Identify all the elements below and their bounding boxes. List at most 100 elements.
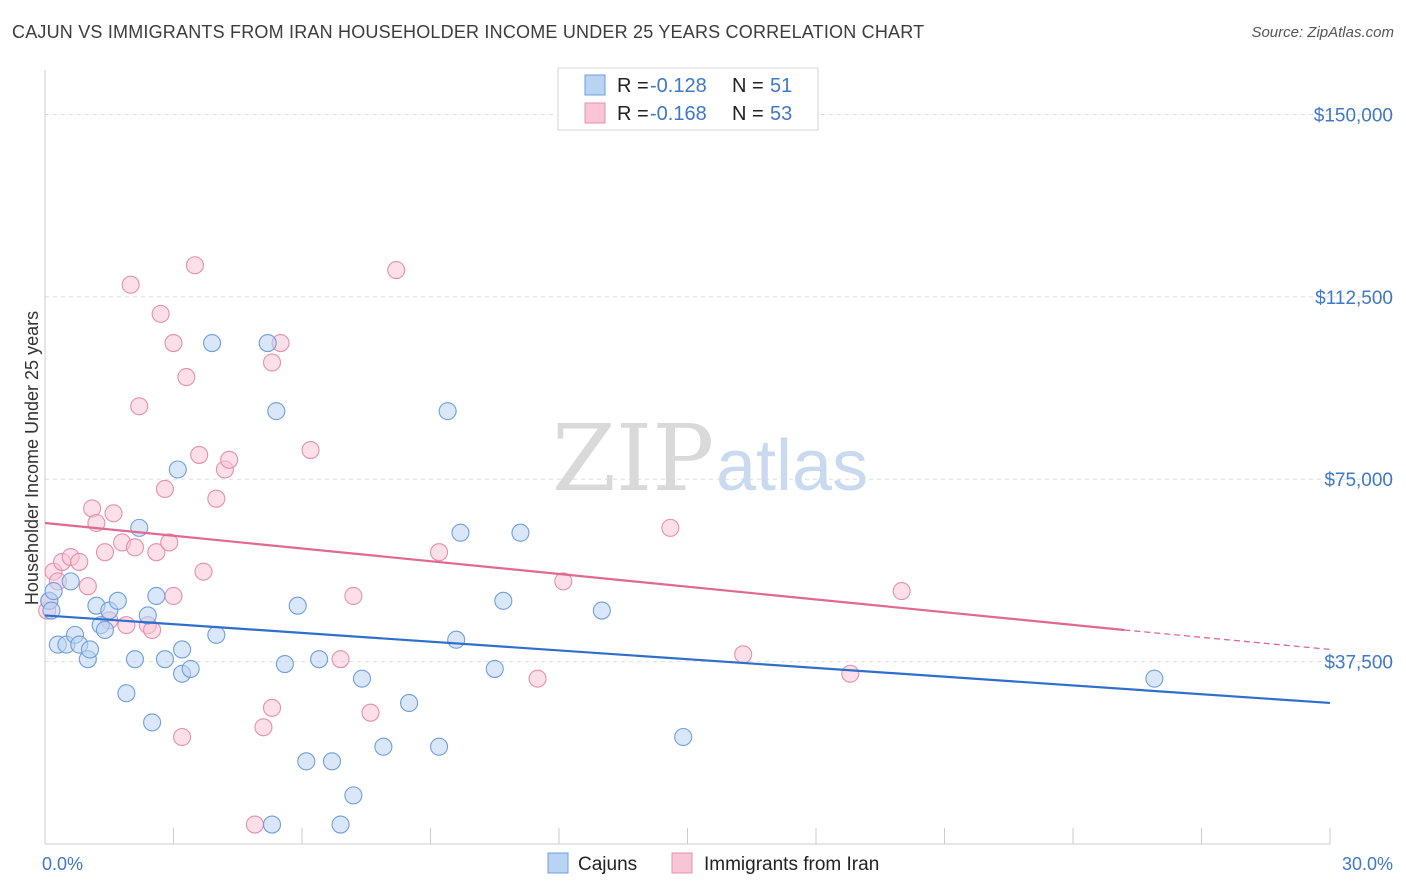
point-iran-24 bbox=[164, 334, 183, 353]
point-cajuns-19 bbox=[143, 713, 162, 732]
point-iran-46 bbox=[554, 572, 573, 591]
trend-line-cajuns bbox=[44, 614, 1331, 705]
point-iran-21 bbox=[151, 304, 170, 323]
point-cajuns-30 bbox=[267, 402, 286, 421]
x-tick-labels: 0.0% 30.0% bbox=[42, 854, 1393, 874]
point-cajuns-12 bbox=[95, 620, 115, 640]
legend-r-value-iran: -0.168 bbox=[650, 103, 707, 125]
y-tick-label-0: $37,500 bbox=[1324, 653, 1393, 674]
point-cajuns-34 bbox=[310, 650, 329, 669]
point-cajuns-36 bbox=[331, 815, 350, 834]
y-tick-label-1: $75,000 bbox=[1324, 470, 1393, 491]
point-iran-47 bbox=[661, 518, 680, 537]
point-cajuns-38 bbox=[352, 669, 372, 688]
point-cajuns-26 bbox=[203, 334, 222, 353]
trend-line-iran bbox=[44, 521, 1125, 632]
point-iran-31 bbox=[207, 489, 226, 508]
bottom-legend-label-cajuns: Cajuns bbox=[578, 854, 637, 875]
point-iran-30 bbox=[194, 562, 213, 581]
point-iran-12 bbox=[104, 504, 123, 523]
point-iran-20 bbox=[147, 543, 166, 562]
point-iran-16 bbox=[125, 538, 144, 557]
series-cajuns-points bbox=[40, 334, 1164, 834]
point-cajuns-42 bbox=[438, 402, 457, 421]
legend-swatch-iran bbox=[584, 102, 606, 124]
x-tick-label-1: 30.0% bbox=[1342, 854, 1393, 874]
y-axis-label: Householder Income Under 25 years bbox=[22, 311, 42, 605]
point-cajuns-20 bbox=[147, 586, 166, 606]
point-cajuns-40 bbox=[400, 693, 419, 713]
point-cajuns-39 bbox=[374, 737, 393, 756]
point-cajuns-41 bbox=[430, 737, 449, 756]
point-cajuns-21 bbox=[155, 650, 174, 669]
watermark: ZIP atlas bbox=[552, 405, 868, 512]
stats-legend: R = -0.128 N = 51 R = -0.168 N = 53 bbox=[557, 67, 819, 131]
source-attribution: Source: ZipAtlas.com bbox=[1251, 24, 1394, 41]
legend-n-value-iran: 53 bbox=[770, 103, 792, 125]
point-iran-29 bbox=[190, 445, 209, 464]
point-cajuns-48 bbox=[592, 601, 611, 620]
point-iran-15 bbox=[121, 275, 140, 294]
legend-n-value-cajuns: 51 bbox=[770, 75, 792, 97]
point-iran-45 bbox=[528, 669, 547, 688]
point-iran-49 bbox=[841, 664, 860, 683]
point-iran-37 bbox=[262, 353, 282, 372]
point-cajuns-29 bbox=[262, 815, 282, 834]
bottom-legend-label-iran: Immigrants from Iran bbox=[704, 854, 879, 875]
point-iran-48 bbox=[734, 645, 753, 664]
point-iran-28 bbox=[185, 256, 204, 275]
legend-r-label-iran: R = bbox=[617, 103, 649, 125]
point-iran-23 bbox=[160, 533, 179, 552]
point-iran-6 bbox=[70, 552, 89, 571]
point-cajuns-16 bbox=[125, 650, 144, 669]
point-iran-39 bbox=[301, 441, 320, 460]
point-iran-33 bbox=[220, 450, 239, 469]
point-cajuns-14 bbox=[108, 591, 127, 610]
point-cajuns-22 bbox=[168, 460, 187, 479]
bottom-legend-swatch-iran bbox=[671, 852, 693, 874]
point-cajuns-50 bbox=[1145, 669, 1164, 688]
point-cajuns-31 bbox=[275, 655, 294, 674]
point-cajuns-18 bbox=[138, 606, 157, 625]
legend-r-value-cajuns: -0.128 bbox=[650, 75, 707, 97]
point-cajuns-5 bbox=[61, 572, 80, 591]
watermark-zip: ZIP bbox=[552, 405, 714, 512]
point-cajuns-2 bbox=[44, 582, 63, 601]
series-legend: Cajuns Immigrants from Iran bbox=[547, 852, 879, 875]
point-cajuns-27 bbox=[207, 625, 226, 644]
point-cajuns-47 bbox=[511, 523, 530, 542]
point-cajuns-33 bbox=[297, 752, 316, 771]
point-cajuns-35 bbox=[322, 752, 342, 771]
y-tick-label-2: $112,500 bbox=[1315, 288, 1393, 309]
legend-swatch-cajuns bbox=[584, 74, 606, 96]
y-tick-labels: $37,500 $75,000 $112,500 $150,000 bbox=[1314, 105, 1393, 673]
point-iran-36 bbox=[262, 698, 282, 717]
point-iran-14 bbox=[117, 616, 136, 635]
point-iran-26 bbox=[173, 727, 192, 747]
trend-line-iran-extension bbox=[1124, 629, 1331, 651]
chart-title: CAJUN VS IMMIGRANTS FROM IRAN HOUSEHOLDE… bbox=[12, 22, 925, 42]
axes bbox=[44, 70, 1331, 845]
grid-lines bbox=[45, 113, 1395, 663]
point-cajuns-45 bbox=[485, 659, 504, 678]
point-iran-22 bbox=[155, 479, 174, 499]
point-cajuns-28 bbox=[258, 334, 277, 353]
point-iran-42 bbox=[361, 703, 380, 722]
point-cajuns-9 bbox=[80, 640, 100, 659]
point-iran-34 bbox=[245, 815, 264, 834]
legend-n-label-iran: N = bbox=[732, 103, 764, 125]
legend-n-label-cajuns: N = bbox=[732, 75, 764, 97]
point-iran-27 bbox=[177, 368, 196, 387]
point-iran-41 bbox=[344, 586, 363, 606]
point-iran-43 bbox=[387, 261, 406, 280]
point-iran-17 bbox=[130, 397, 149, 416]
series-iran-points bbox=[38, 256, 911, 834]
point-cajuns-23 bbox=[173, 640, 192, 659]
point-cajuns-44 bbox=[451, 523, 470, 542]
point-iran-25 bbox=[164, 586, 183, 606]
point-iran-35 bbox=[254, 718, 273, 737]
legend-r-label-cajuns: R = bbox=[617, 75, 649, 97]
point-iran-7 bbox=[78, 577, 97, 596]
point-iran-44 bbox=[430, 543, 449, 562]
